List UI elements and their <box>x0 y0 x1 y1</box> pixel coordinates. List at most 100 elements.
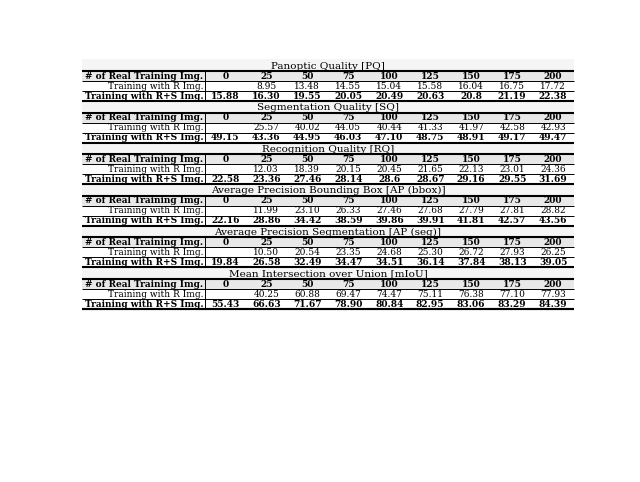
Text: 150: 150 <box>462 196 481 205</box>
Text: Training with R Img.: Training with R Img. <box>108 290 204 298</box>
Text: 175: 175 <box>503 238 522 247</box>
Text: 29.16: 29.16 <box>457 175 486 184</box>
Text: 100: 100 <box>380 113 399 122</box>
Text: 41.33: 41.33 <box>417 123 443 132</box>
Text: 25.30: 25.30 <box>417 248 443 257</box>
Text: 18.39: 18.39 <box>294 165 320 174</box>
Text: 76.38: 76.38 <box>458 290 484 298</box>
Bar <box>83 112 573 122</box>
Text: 75: 75 <box>342 238 355 247</box>
Text: 50: 50 <box>301 72 314 80</box>
Text: 25: 25 <box>260 72 273 80</box>
Text: 15.04: 15.04 <box>376 81 402 91</box>
Bar <box>83 59 573 71</box>
Text: Mean Intersection over Union [mIoU]: Mean Intersection over Union [mIoU] <box>228 269 428 279</box>
Text: 25: 25 <box>260 238 273 247</box>
Text: 200: 200 <box>544 72 563 80</box>
Text: 150: 150 <box>462 113 481 122</box>
Text: 23.10: 23.10 <box>294 206 320 215</box>
Text: 20.8: 20.8 <box>460 92 482 101</box>
Text: 69.47: 69.47 <box>335 290 361 298</box>
Text: Training with R+S Img.: Training with R+S Img. <box>84 92 204 101</box>
Text: 75: 75 <box>342 72 355 80</box>
Text: 8.95: 8.95 <box>256 81 276 91</box>
Bar <box>83 143 573 154</box>
Text: 34.47: 34.47 <box>334 258 362 267</box>
Text: Training with R Img.: Training with R Img. <box>108 165 204 174</box>
Text: 50: 50 <box>301 280 314 289</box>
Text: Training with R+S Img.: Training with R+S Img. <box>84 258 204 267</box>
Text: 24.36: 24.36 <box>540 165 566 174</box>
Text: 50: 50 <box>301 113 314 122</box>
Text: 74.47: 74.47 <box>376 290 402 298</box>
Text: 34.51: 34.51 <box>375 258 403 267</box>
Text: 40.02: 40.02 <box>294 123 320 132</box>
Text: 27.93: 27.93 <box>499 248 525 257</box>
Text: 20.49: 20.49 <box>375 92 403 101</box>
Text: 40.44: 40.44 <box>376 123 402 132</box>
Text: 20.05: 20.05 <box>334 92 362 101</box>
Text: 150: 150 <box>462 72 481 80</box>
Text: 28.67: 28.67 <box>416 175 444 184</box>
Text: 15.88: 15.88 <box>211 92 239 101</box>
Text: 37.84: 37.84 <box>457 258 486 267</box>
Text: 0: 0 <box>222 72 228 80</box>
Text: 75.11: 75.11 <box>417 290 444 298</box>
Text: 125: 125 <box>420 113 440 122</box>
Text: 42.58: 42.58 <box>499 123 525 132</box>
Text: Training with R Img.: Training with R Img. <box>108 123 204 132</box>
Text: Segmentation Quality [SQ]: Segmentation Quality [SQ] <box>257 103 399 112</box>
Text: 42.57: 42.57 <box>498 216 526 226</box>
Text: 22.16: 22.16 <box>211 216 239 226</box>
Text: 14.55: 14.55 <box>335 81 362 91</box>
Bar <box>83 196 573 206</box>
Text: 50: 50 <box>301 155 314 164</box>
Text: 26.33: 26.33 <box>335 206 361 215</box>
Text: 83.06: 83.06 <box>457 299 486 308</box>
Text: 175: 175 <box>503 280 522 289</box>
Text: 0: 0 <box>222 196 228 205</box>
Text: 27.79: 27.79 <box>458 206 484 215</box>
Text: 31.69: 31.69 <box>539 175 568 184</box>
Text: 28.86: 28.86 <box>252 216 280 226</box>
Text: 26.72: 26.72 <box>458 248 484 257</box>
Text: 66.63: 66.63 <box>252 299 280 308</box>
Text: 175: 175 <box>503 113 522 122</box>
Text: 15.58: 15.58 <box>417 81 444 91</box>
Text: 22.38: 22.38 <box>539 92 568 101</box>
Text: 75: 75 <box>342 280 355 289</box>
Text: 20.45: 20.45 <box>376 165 402 174</box>
Text: 125: 125 <box>420 155 440 164</box>
Text: 125: 125 <box>420 72 440 80</box>
Text: 200: 200 <box>544 280 563 289</box>
Text: 41.97: 41.97 <box>458 123 484 132</box>
Text: 77.10: 77.10 <box>499 290 525 298</box>
Text: 175: 175 <box>503 196 522 205</box>
Text: 21.19: 21.19 <box>498 92 527 101</box>
Bar <box>83 184 573 196</box>
Text: 41.81: 41.81 <box>457 216 486 226</box>
Text: 27.81: 27.81 <box>499 206 525 215</box>
Text: 39.05: 39.05 <box>539 258 568 267</box>
Text: 38.13: 38.13 <box>498 258 527 267</box>
Bar <box>83 101 573 112</box>
Text: 13.48: 13.48 <box>294 81 320 91</box>
Text: 20.54: 20.54 <box>294 248 320 257</box>
Text: 83.29: 83.29 <box>498 299 527 308</box>
Text: 25.57: 25.57 <box>253 123 279 132</box>
Text: 50: 50 <box>301 238 314 247</box>
Text: Training with R+S Img.: Training with R+S Img. <box>84 216 204 226</box>
Text: 49.15: 49.15 <box>211 133 239 142</box>
Text: 22.13: 22.13 <box>458 165 484 174</box>
Text: 200: 200 <box>544 196 563 205</box>
Text: 40.25: 40.25 <box>253 290 279 298</box>
Text: 200: 200 <box>544 155 563 164</box>
Text: 16.75: 16.75 <box>499 81 525 91</box>
Text: 80.84: 80.84 <box>375 299 403 308</box>
Text: 82.95: 82.95 <box>416 299 444 308</box>
Text: # of Real Training Img.: # of Real Training Img. <box>85 280 204 289</box>
Text: 49.47: 49.47 <box>539 133 568 142</box>
Text: Recognition Quality [RQ]: Recognition Quality [RQ] <box>262 145 394 154</box>
Text: 27.46: 27.46 <box>376 206 402 215</box>
Text: 23.36: 23.36 <box>252 175 280 184</box>
